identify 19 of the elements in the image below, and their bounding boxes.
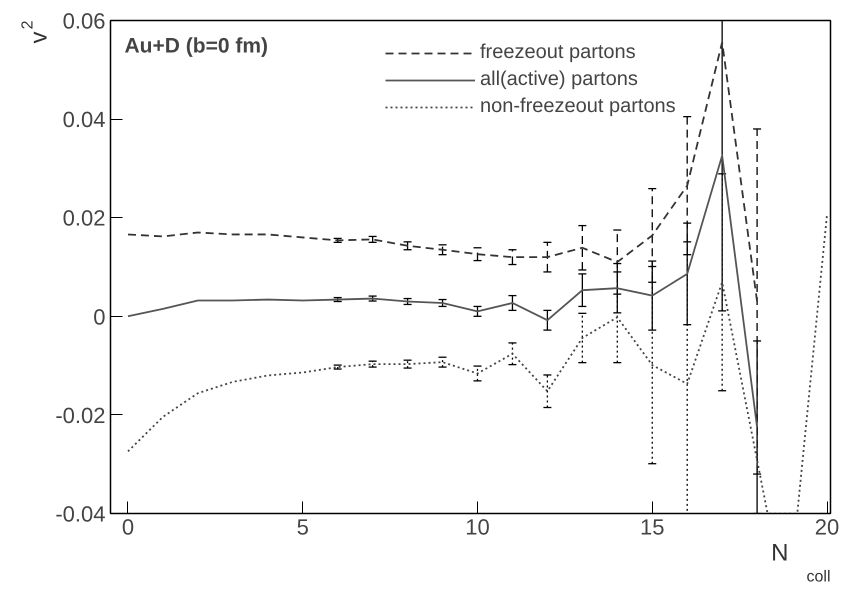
- x-axis-title: Ncoll: [771, 540, 831, 586]
- legend-label: non-freezeout partons: [480, 95, 676, 118]
- legend-label: freezeout partons: [480, 41, 636, 64]
- y-tick-label: 0.06: [62, 8, 106, 34]
- x-tick-label: 10: [465, 514, 490, 540]
- x-tick-label: 20: [814, 514, 840, 540]
- x-tick-label: 15: [640, 514, 664, 540]
- y-tick-label: 0: [93, 304, 106, 330]
- y-axis-title: v2: [20, 20, 52, 44]
- y-tick-label: 0.04: [62, 107, 106, 132]
- line-series: [127, 214, 828, 514]
- y-tick-label: -0.02: [55, 402, 106, 428]
- y-tick-label: 0.02: [62, 206, 106, 231]
- x-tick-label: 0: [122, 514, 134, 540]
- annotation: Au+D (b=0 fm): [124, 34, 268, 58]
- x-tick-label: 5: [296, 514, 309, 540]
- line-series: [127, 154, 758, 428]
- legend-label: all(active) partons: [480, 68, 638, 91]
- y-tick-label: -0.04: [55, 502, 106, 526]
